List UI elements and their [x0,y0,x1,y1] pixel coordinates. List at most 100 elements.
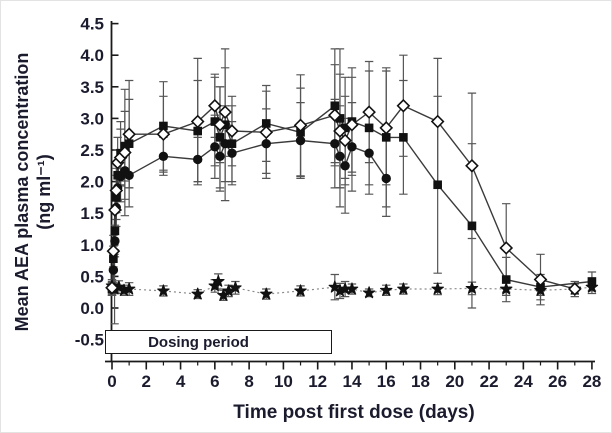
filled-star-marker [212,274,225,287]
filled-star-marker [260,287,273,300]
y-tick-label: 4.0 [80,46,104,65]
open-diamond-marker [465,158,479,173]
y-tick-label: 0.0 [80,299,104,318]
open-diamond-marker [259,125,274,140]
filled-square-marker [467,221,477,231]
series-open-diamond-group [105,98,582,296]
filled-circle-marker [330,138,340,149]
open-diamond-marker [108,203,122,217]
filled-star-marker [122,282,136,295]
series-filled-circle-group [107,135,391,294]
filled-circle-marker [381,173,391,184]
y-tick-label: 1.5 [80,204,104,223]
y-axis-label: Mean AEA plasma concentration (ng ml⁻¹) [11,2,57,382]
x-axis-ticks: 0 2 4 6 8 10 12 14 16 18 20 22 24 26 28 [107,361,601,391]
filled-circle-marker [364,148,374,158]
open-diamond-marker [338,133,352,148]
filled-circle-marker [347,142,357,152]
filled-square-marker [340,123,350,133]
open-diamond-marker [345,117,359,132]
x-tick-label: 14 [342,372,361,391]
y-tick-label: 3.0 [80,109,104,128]
x-tick-label: 0 [107,372,116,391]
filled-square-marker [215,133,225,142]
filled-star-marker [191,287,204,300]
y-tick-label: 3.5 [80,78,104,97]
filled-square-marker [296,128,305,137]
y-tick-label: -0.5 [75,331,104,350]
y-axis-label-line2: (ng ml⁻¹) [34,154,54,230]
x-axis-label: Time post first dose (days) [233,402,475,423]
filled-square-marker [433,180,442,190]
open-diamond-marker [118,145,132,160]
filled-star-marker [431,282,444,295]
x-tick-label: 2 [142,372,151,391]
x-tick-label: 18 [411,372,430,391]
x-tick-label: 4 [176,372,186,391]
filled-square-marker [364,123,374,133]
filled-star-marker [345,282,359,295]
filled-star-marker [294,284,307,297]
series-star-dotted-baseline [105,274,599,301]
open-diamond-marker [156,127,171,142]
open-diamond-marker [218,105,232,119]
open-diamond-marker [362,105,376,119]
filled-star-marker [499,282,513,295]
open-diamond-marker [293,118,308,133]
filled-square-marker [587,277,597,286]
x-tick-label: 24 [514,372,533,391]
open-diamond-marker [213,117,227,132]
x-tick-label: 8 [244,372,253,391]
y-tick-label: 1.0 [80,236,104,255]
filled-square-marker [124,139,134,148]
open-diamond-marker [567,282,582,296]
filled-star-marker [465,281,479,294]
y-tick-label: 2.5 [80,141,104,160]
y-tick-label: 0.5 [80,267,104,286]
filled-circle-marker [335,151,345,162]
dosing-period-label: Dosing period [148,333,249,351]
open-diamond-marker [396,98,411,113]
y-axis-ticks: 4.5 4.0 3.5 3.0 2.5 2.0 1.5 1.0 0.5 0.0 -0.5 [75,15,119,350]
x-tick-label: 28 [582,372,601,391]
open-diamond-marker [225,124,239,138]
open-diamond-marker [109,183,124,198]
filled-square-marker [335,114,345,123]
filled-star-marker [379,283,393,296]
dosing-period-box: Dosing period [105,330,332,354]
open-diamond-marker [105,280,119,295]
filled-circle-marker [340,161,350,171]
filled-square-marker [261,119,271,128]
filled-circle-marker [124,170,134,180]
filled-square-marker [381,133,391,142]
filled-square-marker [330,101,340,111]
filled-circle-marker [108,265,119,275]
filled-circle-marker [193,154,203,165]
filled-circle-marker [261,138,271,149]
star-dotted-baseline-line [111,280,592,297]
y-tick-label: 4.5 [80,15,104,34]
x-tick-label: 16 [377,372,396,391]
filled-square-marker [501,275,511,284]
y-tick-label: 2.0 [80,173,104,192]
filled-circle-marker [295,135,306,146]
open-diamond-marker [333,124,347,138]
filled-square-marker [210,117,220,126]
filled-star-marker [397,282,410,295]
filled-circle-marker [215,151,225,162]
filled-square-marker [536,282,545,292]
filled-square-marker [159,121,168,131]
x-tick-label: 6 [210,372,219,391]
filled-square-marker [111,193,121,202]
filled-square-marker [113,170,122,180]
open-diamond-marker [499,241,514,255]
filled-star-marker [157,284,170,297]
filled-star-marker [362,286,376,299]
x-tick-label: 26 [548,372,567,391]
open-diamond-marker [208,98,222,113]
open-diamond-marker [122,127,136,142]
filled-circle-marker [227,148,237,158]
filled-circle-marker [110,236,120,246]
